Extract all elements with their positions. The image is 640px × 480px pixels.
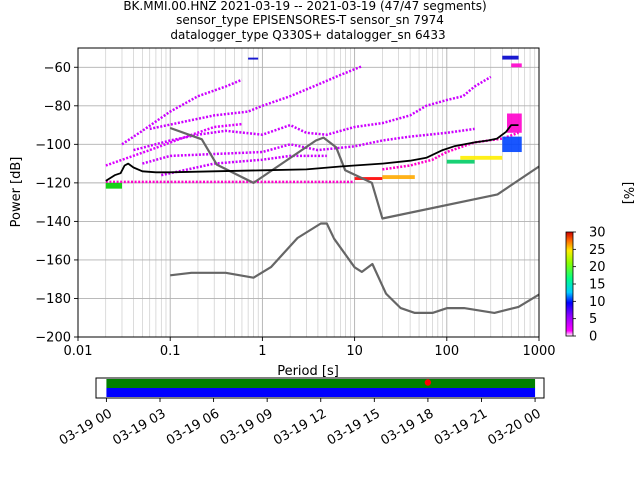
timeline-tick-label: 03-19 15 (325, 406, 383, 448)
dense-patch (446, 159, 475, 164)
x-tick-label: 1000 (522, 344, 555, 359)
density-band (149, 65, 363, 131)
psd-plot: 0.01 0.1 1 10 100 1000 −200 −180 −160 −140 −120 −1… (9, 47, 556, 379)
series-lines (105, 124, 540, 314)
y-tick-label: −160 (35, 253, 71, 268)
timeline-tick-label: 03-19 03 (110, 406, 168, 448)
y-tick-label: −200 (35, 331, 71, 346)
plot-frame (77, 47, 540, 338)
dense-patch (502, 55, 519, 60)
x-tick-label: 0.1 (160, 344, 181, 359)
x-axis-ticks: 0.01 0.1 1 10 100 1000 (64, 337, 556, 359)
y-axis-label: Power [dB] (9, 157, 24, 228)
timeline-tick-label: 03-19 18 (378, 406, 436, 448)
timeline-band (106, 379, 536, 388)
mode-line (105, 124, 519, 182)
colorbar-tick-label: 25 (589, 243, 606, 258)
low-noise-model-line (170, 222, 540, 314)
y-tick-label: −80 (44, 99, 71, 114)
timeline-tick-label: 03-19 09 (218, 406, 276, 448)
density-band (105, 122, 243, 167)
y-tick-label: −100 (35, 138, 71, 153)
dense-patch (507, 113, 522, 133)
y-tick-label: −60 (44, 61, 71, 76)
colorbar-tick-label: 20 (589, 260, 606, 275)
dense-patches (105, 55, 522, 189)
colorbar-scale (565, 231, 574, 337)
density-band (161, 154, 327, 177)
dense-patch (502, 136, 522, 153)
y-tick-label: −140 (35, 215, 71, 230)
colorbar-ticks: 0 5 10 15 20 25 30 (573, 226, 606, 345)
title-line-3: datalogger_type Q330S+ datalogger_sn 643… (170, 28, 445, 42)
x-axis-label: Period [s] (277, 364, 339, 379)
y-tick-label: −120 (35, 176, 71, 191)
dense-patch (105, 182, 122, 189)
x-tick-label: 10 (346, 344, 363, 359)
title-line-2: sensor_type EPISENSORES-T sensor_sn 7974 (176, 13, 444, 27)
x-tick-label: 100 (434, 344, 459, 359)
high-noise-model-line (169, 126, 540, 220)
dense-patch (354, 177, 383, 180)
colorbar-tick-label: 5 (589, 312, 597, 327)
dense-patch (511, 63, 522, 68)
y-axis-ticks: −200 −180 −160 −140 −120 −100 −80 −60 (35, 61, 78, 346)
dense-patch (460, 155, 503, 160)
colorbar-label: [%] (620, 182, 635, 205)
x-tick-label: 1 (258, 344, 266, 359)
plot-background (78, 48, 539, 337)
colorbar-tick-label: 15 (589, 278, 606, 293)
density-bands (105, 65, 519, 184)
timeline-marker (424, 379, 432, 386)
dense-patch (382, 175, 415, 180)
figure-title: BK.MMI.00.HNZ 2021-03-19 -- 2021-03-19 (… (123, 0, 486, 42)
timeline-bands (106, 379, 536, 397)
grid (77, 48, 539, 338)
timeline-band (106, 388, 536, 397)
y-tick-label: −180 (35, 292, 71, 307)
density-band (142, 127, 475, 165)
timeline-tick-label: 03-19 06 (164, 406, 222, 448)
dense-patch (248, 57, 259, 60)
timeline-tick-label: 03-19 21 (432, 406, 490, 448)
colorbar-tick-label: 0 (589, 330, 597, 345)
timeline-tick-label: 03-20 00 (485, 406, 543, 448)
timeline-tick-label: 03-19 00 (57, 406, 115, 448)
colorbar-tick-label: 10 (589, 295, 606, 310)
colorbar: 0 5 10 15 20 25 30 [%] (565, 182, 635, 345)
colorbar-tick-label: 30 (589, 226, 606, 241)
x-tick-label: 0.01 (64, 344, 93, 359)
timeline-tick-label: 03-19 12 (271, 406, 329, 448)
density-band (133, 75, 492, 152)
title-line-1: BK.MMI.00.HNZ 2021-03-19 -- 2021-03-19 (… (123, 0, 486, 13)
timeline-markers (424, 379, 432, 386)
